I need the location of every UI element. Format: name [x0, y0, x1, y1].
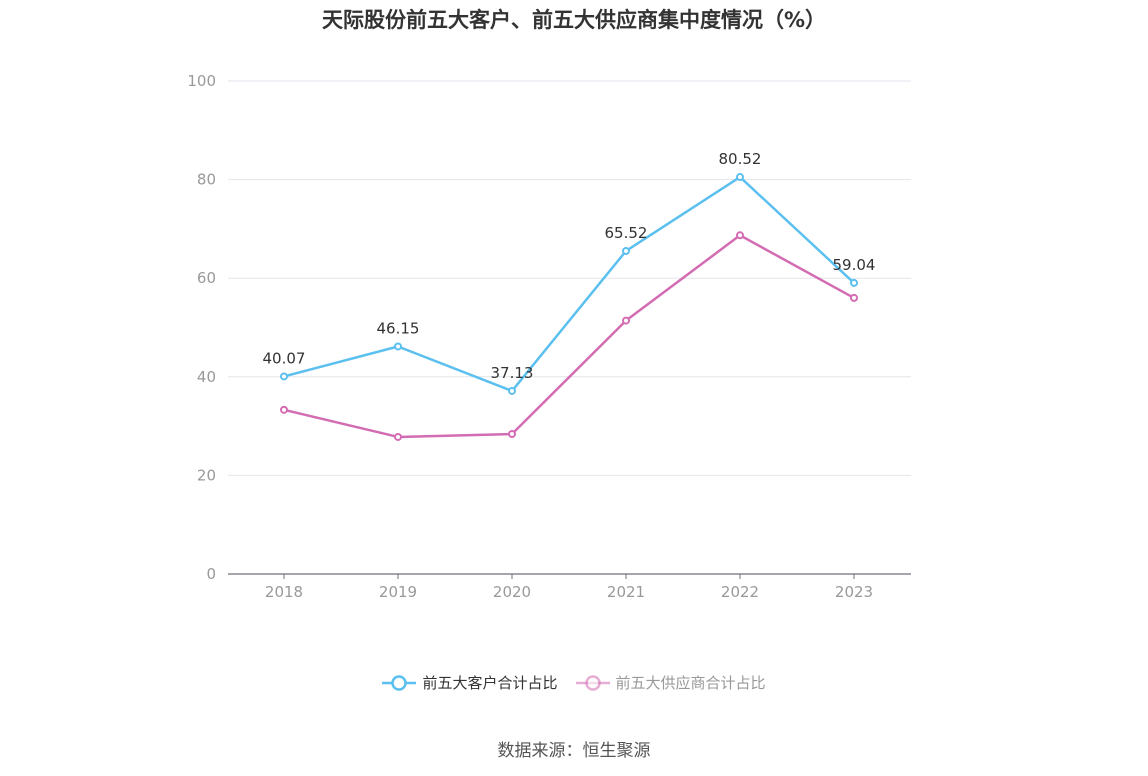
x-tick-label: 2023: [835, 583, 873, 601]
data-point: [394, 432, 402, 441]
data-label: 46.15: [377, 319, 420, 337]
source-note: 数据来源：恒生聚源: [497, 741, 651, 761]
data-point: [850, 293, 858, 302]
legend-label-customers: 前五大客户合计占比: [422, 674, 558, 692]
y-tick-label: 40: [197, 368, 216, 386]
data-label: 65.52: [605, 224, 648, 242]
series-line: [283, 234, 855, 439]
data-point: [736, 173, 744, 182]
legend-label-suppliers: 前五大供应商合计占比: [615, 674, 766, 692]
legend-item-suppliers[interactable]: 前五大供应商合计占比: [575, 672, 766, 693]
x-tick-label: 2018: [265, 583, 303, 601]
data-label: 80.52: [719, 150, 762, 168]
data-label: 59.04: [833, 256, 876, 274]
x-tick-label: 2022: [721, 583, 759, 601]
data-point: [280, 372, 288, 381]
y-tick-label: 80: [197, 171, 216, 189]
data-point: [508, 429, 516, 438]
chart-title: 天际股份前五大客户、前五大供应商集中度情况（%）: [321, 8, 827, 32]
series-layer: [280, 173, 858, 441]
data-point: [850, 278, 858, 287]
data-label: 37.13: [491, 364, 534, 382]
y-tick-label: 100: [187, 72, 216, 90]
grid-lines: [228, 80, 911, 476]
x-tick-label: 2019: [379, 583, 417, 601]
data-point: [736, 231, 744, 240]
data-point: [622, 246, 630, 255]
legend: 前五大客户合计占比 前五大供应商合计占比: [0, 672, 1148, 693]
x-tick-label: 2021: [607, 583, 645, 601]
series-line: [283, 175, 855, 393]
axes: 0 20 40 60 80 100 2018 2019 2020 2021 2022 2023: [187, 72, 911, 601]
data-point: [622, 316, 630, 325]
data-point: [280, 405, 288, 414]
data-labels: 40.07 46.15 37.13 65.52 80.52 59.04: [263, 150, 876, 382]
y-tick-label: 20: [197, 466, 216, 484]
x-tick-label: 2020: [493, 583, 531, 601]
y-tick-label: 60: [197, 269, 216, 287]
line-chart: 0 20 40 60 80 100 2018 2019 2020 2021 2022 2023 40.…: [187, 72, 911, 601]
data-point: [394, 342, 402, 351]
legend-item-customers[interactable]: 前五大客户合计占比: [382, 672, 558, 693]
data-label: 40.07: [263, 349, 306, 367]
legend-line-circle-icon: [382, 674, 417, 691]
data-point: [508, 386, 516, 395]
y-tick-label: 0: [206, 565, 216, 583]
legend-line-circle-icon: [575, 674, 610, 691]
